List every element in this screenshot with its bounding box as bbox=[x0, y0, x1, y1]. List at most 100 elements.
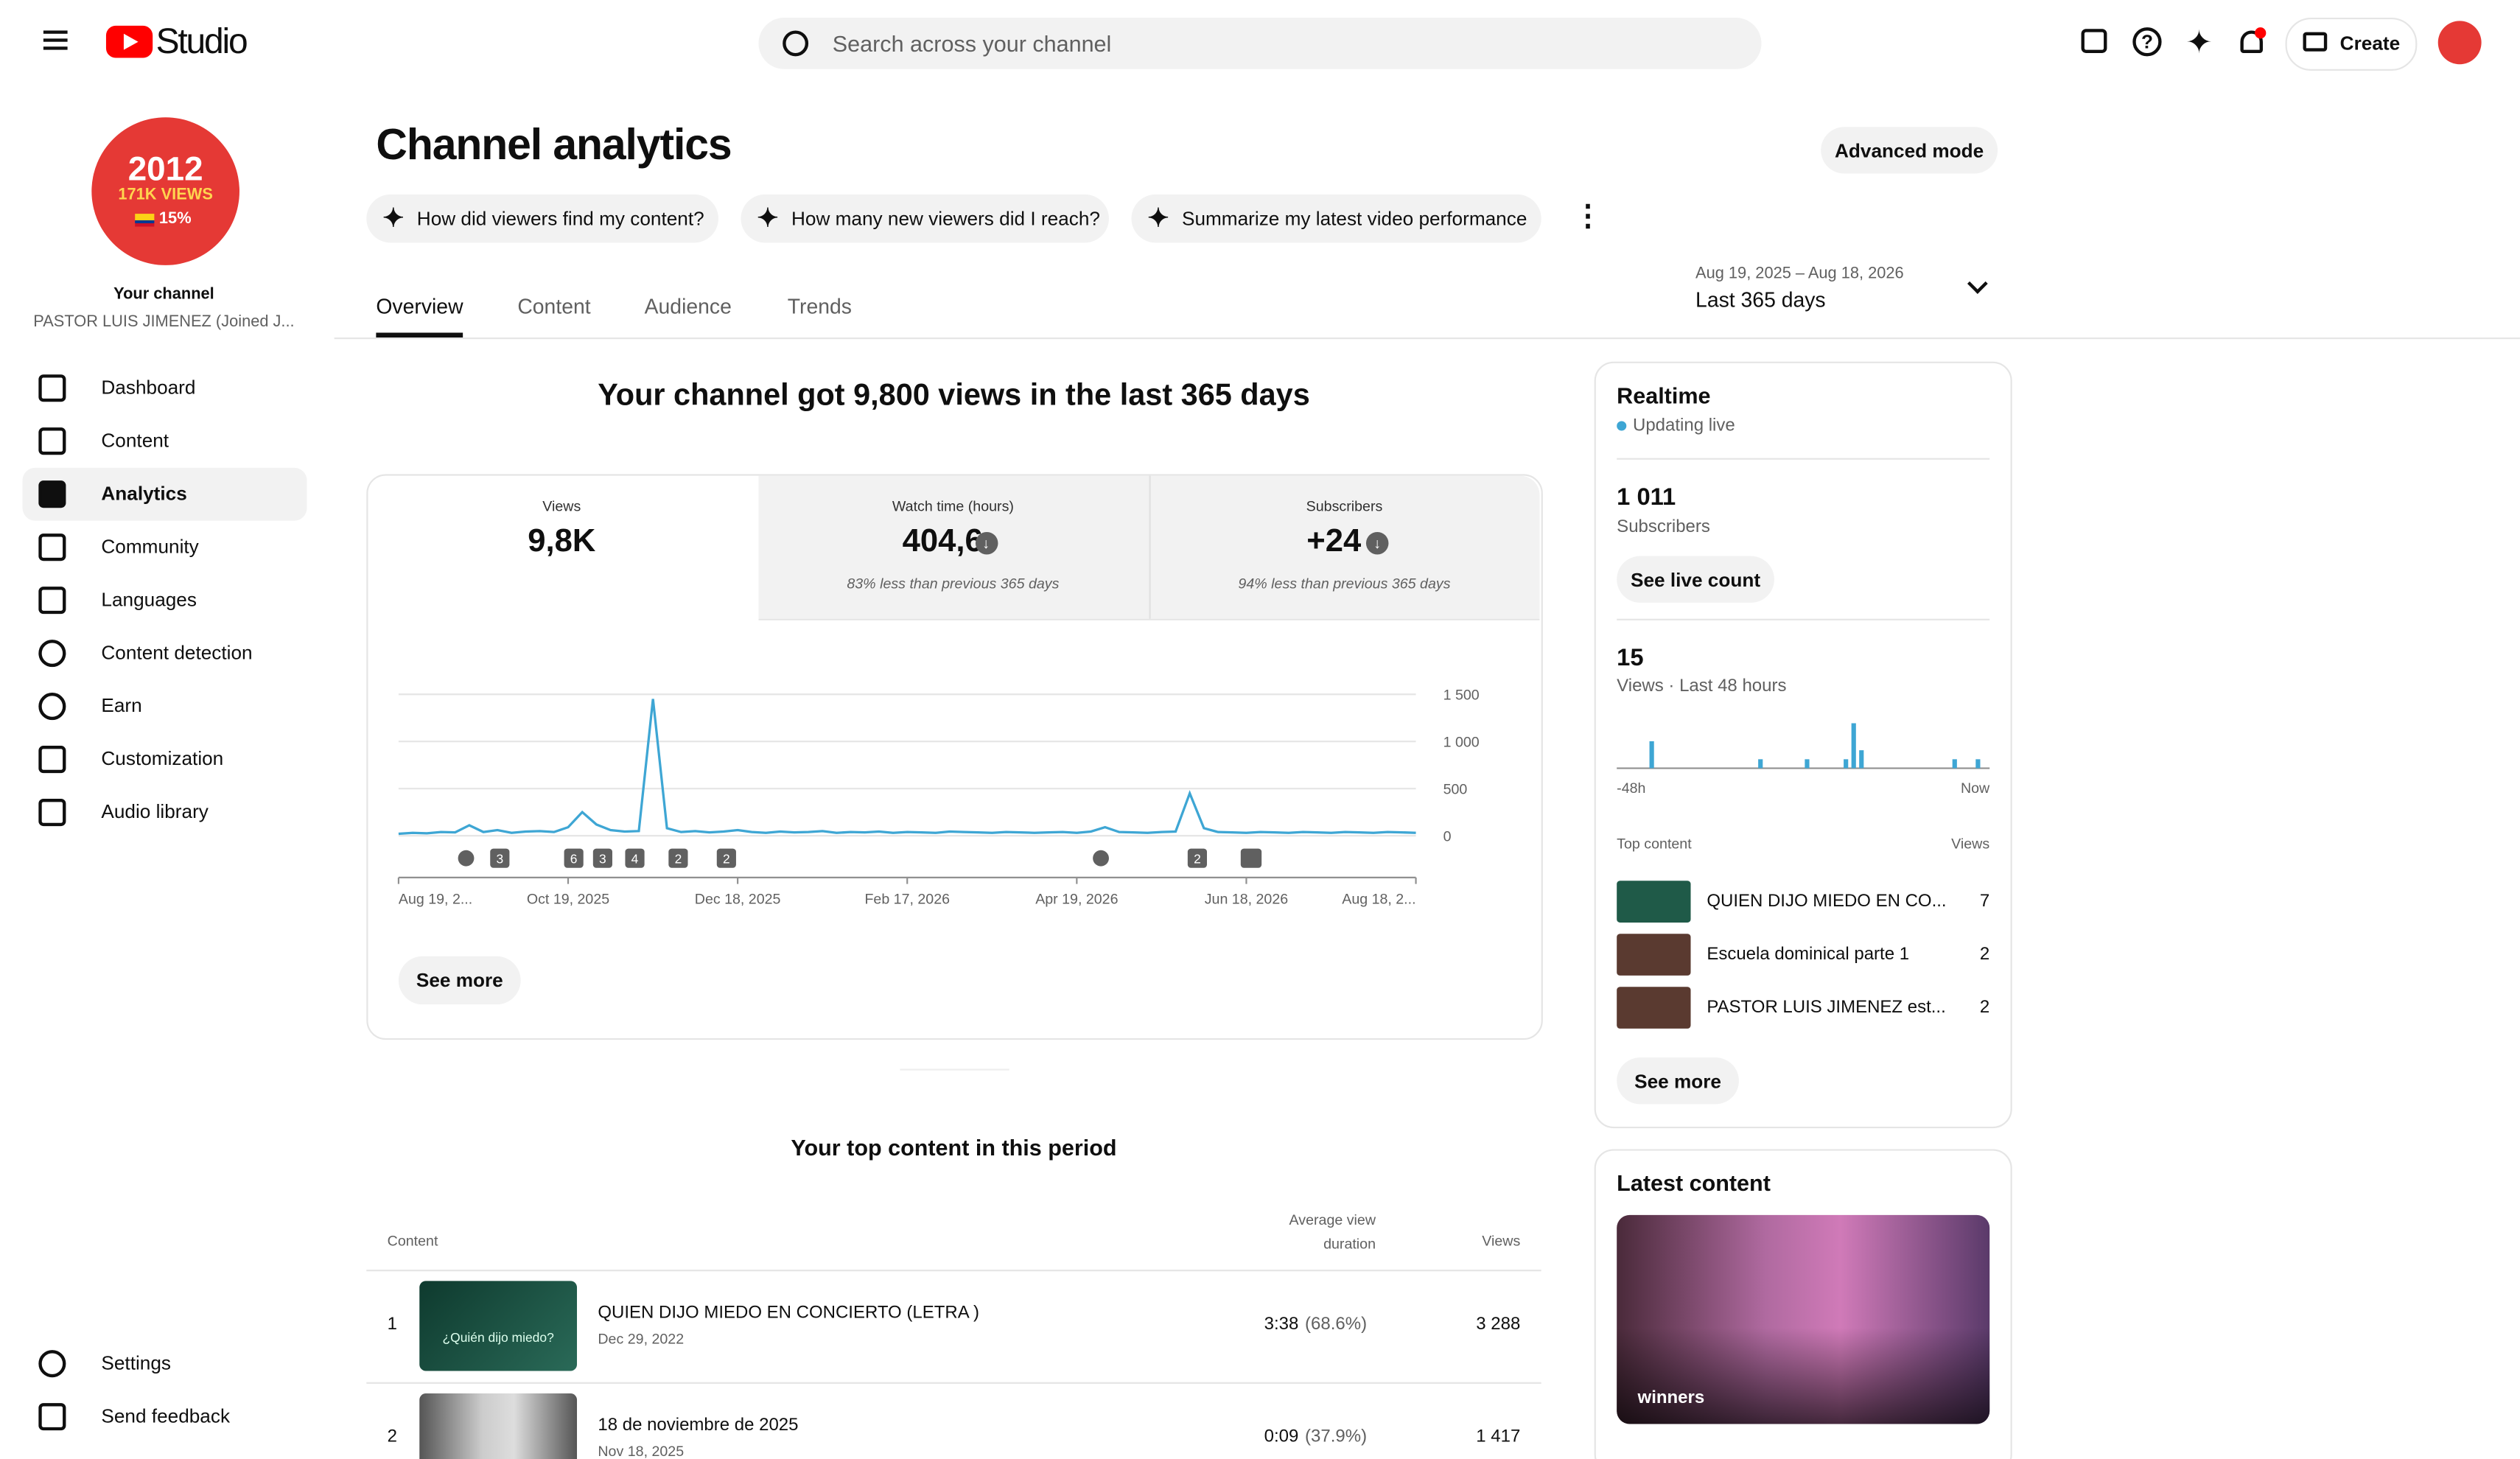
item-views: 2 bbox=[1979, 998, 1990, 1018]
x-tick-label: Dec 18, 2025 bbox=[695, 892, 781, 908]
x-tick-label: Jun 18, 2026 bbox=[1205, 892, 1288, 908]
tab[interactable]: Trends bbox=[787, 294, 852, 318]
menu-button[interactable] bbox=[43, 30, 68, 34]
nav-item[interactable]: Analytics bbox=[101, 482, 187, 505]
metric-value[interactable]: 404,6 bbox=[902, 524, 983, 560]
x-tick-label: Feb 17, 2026 bbox=[864, 892, 950, 908]
notification-dot bbox=[2255, 27, 2267, 39]
column-header: Views bbox=[1482, 1232, 1521, 1249]
annotation-label: 6 bbox=[570, 851, 578, 866]
row-divider bbox=[366, 1270, 1541, 1272]
row-thumbnail[interactable] bbox=[419, 1281, 578, 1371]
create-button[interactable] bbox=[2285, 17, 2418, 71]
prompt-chip[interactable]: ✦ Summarize my latest video performance bbox=[1131, 194, 1541, 243]
annotation-label: 3 bbox=[496, 851, 503, 866]
annotation-label: 2 bbox=[723, 851, 730, 866]
nav-item[interactable]: Community bbox=[101, 535, 199, 558]
nav-item[interactable]: Audio library bbox=[101, 800, 209, 823]
nav-item[interactable]: Languages bbox=[101, 588, 197, 611]
item-title[interactable]: PASTOR LUIS JIMENEZ est... bbox=[1707, 998, 1946, 1018]
tab-active[interactable]: Overview bbox=[376, 294, 463, 318]
nav-icon bbox=[38, 480, 66, 508]
date-range[interactable]: Aug 19, 2025 – Aug 18, 2026 bbox=[1695, 265, 1904, 283]
account-avatar[interactable] bbox=[2437, 21, 2482, 65]
ai-icon[interactable]: ✦ bbox=[2185, 25, 2213, 61]
x-tick-label: Apr 19, 2026 bbox=[1035, 892, 1118, 908]
prompt-chip[interactable]: ✦ How many new viewers did I reach? bbox=[741, 194, 1109, 243]
video-marker bbox=[1240, 848, 1262, 868]
element: ✦ bbox=[382, 206, 405, 234]
item-title[interactable]: Escuela dominical parte 1 bbox=[1707, 945, 1910, 965]
top-content-title: Your top content in this period bbox=[791, 1134, 1117, 1161]
more-button[interactable]: ⋮ bbox=[1573, 199, 1603, 232]
top-label: Top content bbox=[1617, 836, 1692, 852]
create-icon bbox=[2303, 32, 2328, 52]
see-more-button[interactable]: See more bbox=[1617, 1057, 1739, 1105]
nav-active-bg bbox=[22, 467, 307, 521]
nav-icon bbox=[38, 533, 66, 561]
bar bbox=[1844, 759, 1849, 769]
search-icon bbox=[783, 30, 809, 57]
help-icon[interactable]: ? bbox=[2132, 27, 2162, 57]
see-more-button[interactable]: See more bbox=[398, 956, 521, 1005]
line-series bbox=[398, 699, 1416, 836]
advanced-mode-button[interactable]: Advanced mode bbox=[1821, 127, 1998, 174]
divider bbox=[1617, 458, 1990, 460]
avatar-text: 2012 bbox=[127, 151, 203, 189]
metric-bg bbox=[758, 475, 1540, 620]
item-thumbnail[interactable] bbox=[1617, 881, 1691, 923]
annotation-label: 3 bbox=[599, 851, 606, 866]
channel-avatar[interactable] bbox=[91, 117, 239, 265]
row-duration: 0:09 bbox=[1264, 1427, 1299, 1446]
row-title[interactable]: 18 de noviembre de 2025 bbox=[598, 1416, 799, 1435]
row-thumbnail[interactable] bbox=[419, 1393, 578, 1459]
latest-title: Latest content bbox=[1617, 1169, 1771, 1196]
views-label: Views · Last 48 hours bbox=[1617, 676, 1787, 696]
feedback-icon[interactable] bbox=[2081, 29, 2107, 53]
row-title[interactable]: QUIEN DIJO MIEDO EN CONCIERTO (LETRA ) bbox=[598, 1303, 980, 1323]
nav-icon bbox=[38, 374, 66, 402]
metric-label[interactable]: Subscribers bbox=[1306, 498, 1383, 514]
item-title[interactable]: QUIEN DIJO MIEDO EN CO... bbox=[1707, 892, 1947, 912]
tab[interactable]: Audience bbox=[644, 294, 732, 318]
period[interactable]: Last 365 days bbox=[1695, 287, 1826, 312]
nav-item[interactable]: Content bbox=[101, 429, 169, 452]
prompt-text: How did viewers find my content? bbox=[416, 207, 704, 230]
x-tick-label: Oct 19, 2025 bbox=[527, 892, 609, 908]
nav-icon bbox=[38, 1350, 66, 1378]
row-date: Nov 18, 2025 bbox=[598, 1443, 685, 1459]
page-title: Channel analytics bbox=[376, 120, 732, 169]
row-percent: (68.6%) bbox=[1305, 1315, 1368, 1334]
metric-value[interactable]: 9,8K bbox=[528, 524, 596, 560]
prompt-chip[interactable]: ✦ How did viewers find my content? bbox=[366, 194, 718, 243]
thumb-shade bbox=[1617, 1327, 1990, 1424]
row-views: 3 288 bbox=[1476, 1315, 1521, 1334]
divider bbox=[334, 337, 2520, 340]
notifications-icon[interactable] bbox=[2240, 30, 2263, 53]
x-tick-label: -48h bbox=[1617, 780, 1645, 797]
live-count-button[interactable]: See live count bbox=[1617, 556, 1774, 603]
nav-item[interactable]: Settings bbox=[101, 1351, 171, 1374]
nav-item[interactable]: Earn bbox=[101, 694, 142, 717]
x-tick-label: Now bbox=[1961, 780, 1990, 797]
bar bbox=[1859, 750, 1864, 769]
annotation-badge bbox=[564, 848, 584, 868]
avatar-text: 171K VIEWS bbox=[118, 186, 213, 204]
nav-item[interactable]: Send feedback bbox=[101, 1404, 231, 1427]
metric-value[interactable]: +24 bbox=[1306, 524, 1362, 560]
nav-icon bbox=[38, 799, 66, 827]
logo-play bbox=[123, 33, 139, 50]
item-thumbnail[interactable] bbox=[1617, 987, 1691, 1029]
tab[interactable]: Content bbox=[517, 294, 591, 318]
nav-item[interactable]: Dashboard bbox=[101, 376, 196, 399]
row-duration: 3:38 bbox=[1264, 1315, 1299, 1334]
metric-label[interactable]: Watch time (hours) bbox=[892, 498, 1014, 514]
metric-label[interactable]: Views bbox=[542, 498, 581, 514]
nav-item[interactable]: Customization bbox=[101, 747, 224, 770]
nav-item[interactable]: Content detection bbox=[101, 641, 253, 664]
search-box[interactable] bbox=[758, 17, 1762, 69]
item-thumbnail[interactable] bbox=[1617, 934, 1691, 976]
